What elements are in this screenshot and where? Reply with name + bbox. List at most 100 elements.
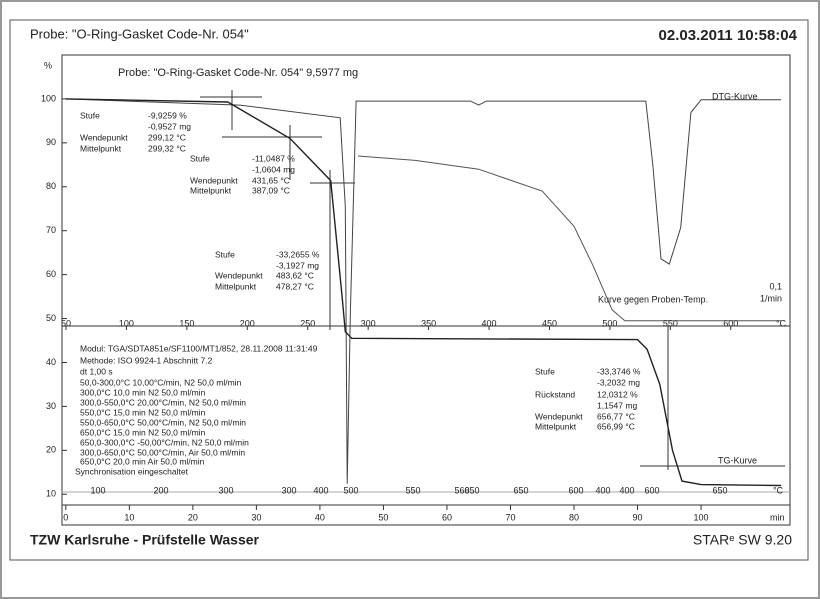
temp-label: 400 xyxy=(595,485,610,495)
temp-label: 600 xyxy=(644,485,659,495)
annotation: Modul: TGA/SDTA851e/SF1100/MT1/852, 28.1… xyxy=(80,343,318,353)
x2-tick-label: 450 xyxy=(542,318,557,328)
x-tick-label: 100 xyxy=(694,512,709,522)
annotation: Rückstand xyxy=(535,389,575,399)
x-tick-label: 90 xyxy=(633,512,643,522)
annotation: 387,09 °C xyxy=(252,185,290,195)
series-line xyxy=(65,98,782,484)
dtg-scale: 0,1 xyxy=(769,281,782,291)
temp-label: 650 xyxy=(464,485,479,495)
legend-label: TG-Kurve xyxy=(718,455,757,465)
annotation: 478,27 °C xyxy=(276,281,314,291)
annotation: 483,62 °C xyxy=(276,270,314,280)
y-tick-label: 90 xyxy=(46,137,56,147)
y-tick-label: 80 xyxy=(46,181,56,191)
annotation: -9,9259 % xyxy=(148,110,187,120)
x2-tick-label: 500 xyxy=(602,318,617,328)
annotation: 299,12 °C xyxy=(148,132,186,142)
annotation: Mittelpunkt xyxy=(80,143,122,153)
annotation: Wendepunkt xyxy=(190,175,238,185)
x2-tick-label: 600 xyxy=(723,318,738,328)
temp-label: 400 xyxy=(619,485,634,495)
x-tick-label: 30 xyxy=(251,512,261,522)
temp-label: 200 xyxy=(153,485,168,495)
header-title: Probe: "O-Ring-Gasket Code-Nr. 054" xyxy=(30,26,249,41)
y-tick-label: 40 xyxy=(46,357,56,367)
annotation: 550,0-650,0°C 50,00°C/min, N2 50,0 ml/mi… xyxy=(80,417,246,427)
annotation: 650,0-300,0°C -50,00°C/min, N2 50,0 ml/m… xyxy=(80,437,249,447)
annotation: Mittelpunkt xyxy=(215,281,257,291)
x2-tick-label: 50 xyxy=(61,318,71,328)
temp-label: 100 xyxy=(90,485,105,495)
sheet-frame xyxy=(9,19,809,561)
x-tick-label: 20 xyxy=(188,512,198,522)
step-markers xyxy=(200,90,785,470)
annotation: Wendepunkt xyxy=(535,411,583,421)
y-tick-label: 10 xyxy=(46,489,56,499)
temp-label: 300 xyxy=(218,485,233,495)
annotation: 50,0-300,0°C 10,00°C/min, N2 50,0 ml/min xyxy=(80,377,242,387)
annotation: 650,0°C 20,0 min Air 50,0 ml/min xyxy=(80,456,205,466)
x-tick-label: 40 xyxy=(315,512,325,522)
annotation: 300,0-650,0°C 50,00°C/min, Air 50,0 ml/m… xyxy=(80,447,245,457)
temp-label: 550 xyxy=(405,485,420,495)
x2-tick-label: 200 xyxy=(240,318,255,328)
annotation: -0,9527 mg xyxy=(148,121,191,131)
x2-tick-label: 250 xyxy=(300,318,315,328)
footer-left: TZW Karlsruhe - Prüfstelle Wasser xyxy=(30,532,260,548)
annotation: Stufe xyxy=(190,153,210,163)
annotation: Stufe xyxy=(80,110,100,120)
annotation: 656,77 °C xyxy=(597,411,635,421)
x2-tick-label: 400 xyxy=(482,318,497,328)
temp-label: 560 xyxy=(454,485,469,495)
y-tick-label: 70 xyxy=(46,225,56,235)
x2-tick-label: 150 xyxy=(179,318,194,328)
y-tick-label: 30 xyxy=(46,401,56,411)
y-axis-label: % xyxy=(44,60,52,70)
plot-frame xyxy=(61,54,791,526)
annotation: 12,0312 % xyxy=(597,389,638,399)
x2-tick-label: 350 xyxy=(421,318,436,328)
temp-label: 500 xyxy=(343,485,358,495)
x-tick-label: 60 xyxy=(442,512,452,522)
annotation: -33,2655 % xyxy=(276,249,320,259)
annotation: 431,65 °C xyxy=(252,175,290,185)
temp-label: 600 xyxy=(568,485,583,495)
temp-label: 650 xyxy=(712,485,727,495)
y-tick-label: 100 xyxy=(41,93,56,103)
annotation: Synchronisation eingeschaltet xyxy=(75,466,189,476)
header-date: 02.03.2011 10:58:04 xyxy=(659,27,798,44)
y-tick-label: 50 xyxy=(46,313,56,323)
temp-label: 300 xyxy=(281,485,296,495)
x2-tick-label: 100 xyxy=(119,318,134,328)
temp-label: 650 xyxy=(513,485,528,495)
x2-axis-label: °C xyxy=(776,318,787,328)
x2-tick-label: 550 xyxy=(663,318,678,328)
footer-right: STARᵉ SW 9.20 xyxy=(693,532,792,548)
annotation: Stufe xyxy=(215,249,235,259)
series-line xyxy=(65,98,782,487)
legend-label: Kurve gegen Proben-Temp. xyxy=(598,294,708,304)
series-line xyxy=(357,155,782,322)
annotation: Wendepunkt xyxy=(215,270,263,280)
annotation: -3,2032 mg xyxy=(597,377,640,387)
annotation: Stufe xyxy=(535,366,555,376)
legend-label: DTG-Kurve xyxy=(712,91,758,101)
annotation: Wendepunkt xyxy=(80,132,128,142)
y-tick-label: 20 xyxy=(46,445,56,455)
annotation: dt 1,00 s xyxy=(80,366,113,376)
annotation: Mittelpunkt xyxy=(535,421,577,431)
x-tick-label: 70 xyxy=(505,512,515,522)
y-tick-label: 60 xyxy=(46,269,56,279)
annotation: -1,0604 mg xyxy=(252,164,295,174)
x-tick-label: 10 xyxy=(124,512,134,522)
annotation: 1,1547 mg xyxy=(597,400,637,410)
dtg-scale: 1/min xyxy=(760,293,782,303)
x-tick-label: 0 xyxy=(63,512,68,522)
annotation: -33,3746 % xyxy=(597,366,641,376)
x-tick-label: 50 xyxy=(378,512,388,522)
annotation: -3,1927 mg xyxy=(276,260,319,270)
x2-tick-label: 300 xyxy=(361,318,376,328)
annotation: Methode: ISO 9924-1 Abschnitt 7.2 xyxy=(80,355,213,365)
